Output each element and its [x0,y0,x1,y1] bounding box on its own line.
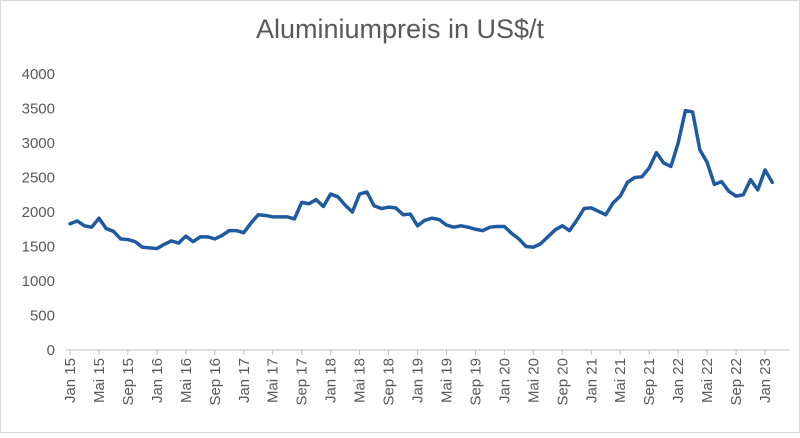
y-tick-label: 2000 [22,204,55,221]
x-tick-label: Sep 22 [728,358,745,406]
y-tick-label: 3000 [22,135,55,152]
x-tick-label: Sep 20 [554,358,571,406]
x-tick-label: Sep 15 [120,358,137,406]
y-tick-label: 2500 [22,170,55,187]
x-tick-label: Jan 17 [236,358,253,403]
x-tick-label: Mai 15 [91,358,108,403]
x-tick-label: Jan 19 [410,358,427,403]
x-tick-label: Sep 19 [467,358,484,406]
y-tick-label: 3500 [22,101,55,118]
x-tick-label: Jan 22 [670,358,687,403]
chart-title: Aluminiumpreis in US$/t [256,14,545,44]
x-tick-label: Sep 18 [381,358,398,406]
x-tick-label: Mai 19 [438,358,455,403]
x-tick-label: Mai 18 [352,358,369,403]
x-tick-label: Jan 21 [583,358,600,403]
x-tick-label: Mai 17 [265,358,282,403]
y-tick-label: 500 [30,308,55,325]
x-tick-label: Mai 22 [699,358,716,403]
y-tick-label: 1500 [22,239,55,256]
x-tick-label: Jan 23 [757,358,774,403]
x-tick-label: Jan 20 [496,358,513,403]
y-tick-label: 0 [47,342,55,359]
data-line [68,108,775,251]
y-tick-label: 4000 [22,66,55,83]
y-tick-label: 1000 [22,273,55,290]
x-tick-label: Jan 18 [323,358,340,403]
x-tick-label: Mai 20 [525,358,542,403]
x-tick-label: Sep 16 [207,358,224,406]
x-tick-label: Mai 21 [612,358,629,403]
x-tick-label: Mai 16 [178,358,195,403]
x-tick-label: Sep 21 [641,358,658,406]
x-tick-label: Jan 15 [62,358,79,403]
x-tick-label: Sep 17 [294,358,311,406]
x-tick-label: Jan 16 [149,358,166,403]
